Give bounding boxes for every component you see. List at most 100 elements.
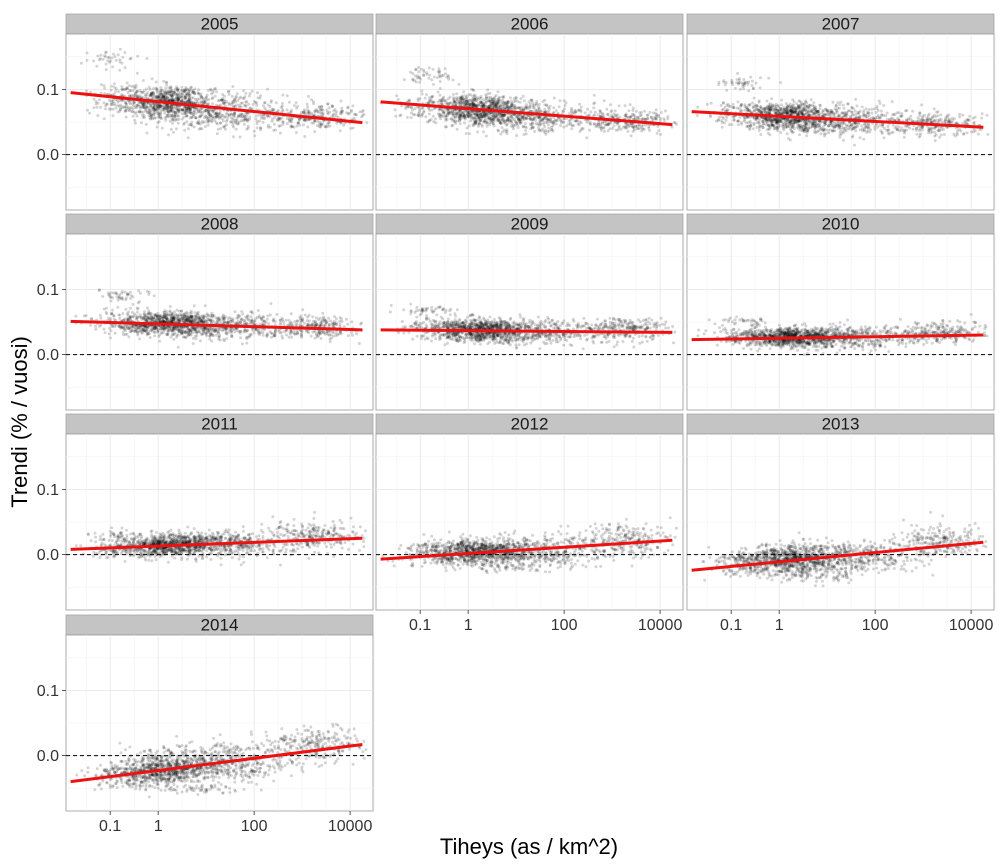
data-point	[209, 116, 213, 120]
data-point	[761, 126, 765, 130]
data-point	[570, 127, 574, 131]
data-point	[436, 112, 440, 116]
data-point	[425, 72, 429, 76]
data-point	[518, 106, 522, 110]
data-point	[151, 90, 155, 94]
data-point	[915, 132, 919, 136]
data-point	[659, 111, 663, 114]
data-point	[422, 68, 426, 72]
data-point	[780, 98, 784, 102]
data-point	[204, 114, 208, 118]
data-point	[203, 125, 207, 129]
data-point	[414, 68, 418, 71]
data-point	[447, 112, 451, 116]
data-point	[467, 132, 471, 136]
data-point	[631, 106, 635, 110]
data-point	[818, 107, 822, 111]
data-point	[139, 105, 143, 109]
data-point	[747, 109, 751, 113]
data-point	[189, 108, 193, 112]
data-point	[219, 127, 223, 130]
data-point	[162, 105, 166, 109]
data-point	[977, 132, 980, 136]
data-point	[399, 113, 403, 117]
data-point	[278, 131, 282, 135]
data-point	[176, 105, 180, 109]
data-point	[416, 113, 420, 117]
data-point	[92, 59, 96, 63]
data-point	[272, 122, 276, 126]
data-point	[437, 108, 441, 112]
data-point	[162, 96, 166, 100]
data-point	[872, 107, 876, 111]
data-point	[188, 111, 192, 114]
data-point	[170, 96, 174, 99]
data-point	[453, 119, 457, 123]
data-point	[844, 129, 848, 133]
data-point	[183, 94, 187, 98]
data-point	[897, 125, 901, 129]
data-point	[149, 93, 153, 97]
data-point	[92, 106, 96, 110]
data-point	[869, 128, 873, 132]
data-point	[252, 129, 256, 133]
data-point	[211, 96, 215, 100]
data-point	[263, 116, 267, 120]
data-point	[858, 136, 862, 140]
data-point	[513, 103, 517, 107]
data-point	[234, 96, 238, 100]
data-point	[586, 107, 589, 111]
data-point	[166, 110, 170, 114]
data-point	[946, 115, 949, 119]
data-point	[166, 104, 170, 108]
data-point	[153, 109, 157, 113]
data-point	[211, 109, 215, 113]
data-point	[159, 92, 163, 96]
data-point	[485, 122, 489, 126]
data-point	[192, 106, 196, 110]
data-point	[253, 134, 257, 138]
data-point	[515, 122, 519, 126]
data-point	[503, 101, 507, 105]
data-point	[638, 111, 642, 115]
data-point	[177, 105, 181, 109]
data-point	[882, 136, 886, 140]
data-point	[496, 128, 500, 132]
data-point	[289, 120, 293, 124]
data-point	[557, 105, 561, 109]
data-point	[142, 102, 146, 106]
data-point	[766, 131, 770, 135]
data-point	[237, 114, 240, 118]
data-point	[155, 95, 159, 99]
data-point	[779, 131, 783, 134]
data-point	[261, 104, 265, 108]
data-point	[188, 108, 192, 112]
data-point	[234, 127, 238, 131]
data-point	[112, 85, 116, 89]
data-point	[441, 115, 445, 119]
data-point	[923, 113, 927, 117]
data-point	[486, 92, 490, 96]
data-point	[519, 97, 523, 101]
data-point	[751, 127, 755, 131]
data-point	[88, 111, 92, 115]
data-point	[145, 106, 149, 110]
data-point	[574, 119, 578, 123]
data-point	[532, 125, 535, 129]
data-point	[155, 106, 159, 110]
data-point	[465, 126, 469, 130]
data-point	[779, 81, 783, 84]
data-point	[524, 106, 528, 110]
data-point	[842, 127, 846, 130]
data-point	[135, 114, 139, 118]
data-point	[157, 95, 161, 98]
data-point	[118, 99, 122, 103]
data-point	[110, 84, 114, 88]
data-point	[871, 116, 875, 120]
data-point	[442, 110, 446, 114]
data-point	[446, 108, 450, 112]
data-point	[417, 75, 421, 79]
data-point	[99, 105, 103, 109]
data-point	[853, 143, 856, 147]
